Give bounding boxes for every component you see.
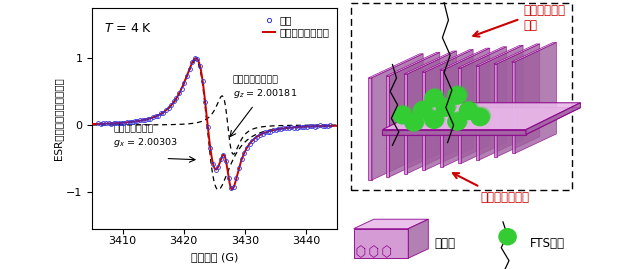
Polygon shape [368,78,371,180]
Polygon shape [493,64,497,157]
Text: $T$ = 4 K: $T$ = 4 K [104,22,153,35]
Polygon shape [493,44,540,64]
Text: FTS分子: FTS分子 [530,237,565,250]
Polygon shape [382,103,580,130]
Circle shape [448,113,466,130]
Legend: 実験, シミュレーション: 実験, シミュレーション [260,13,331,40]
Polygon shape [354,229,408,258]
Circle shape [425,90,443,107]
Polygon shape [382,130,526,134]
Circle shape [425,111,443,128]
Polygon shape [458,68,461,163]
Polygon shape [440,48,490,70]
Text: 高分子: 高分子 [434,237,455,250]
Circle shape [450,112,467,129]
Circle shape [436,99,455,116]
Circle shape [413,102,432,119]
Polygon shape [443,48,490,167]
Polygon shape [382,108,580,134]
Polygon shape [371,54,423,180]
Polygon shape [512,62,515,153]
X-axis label: 印加磁場 (G): 印加磁場 (G) [190,252,238,262]
Circle shape [415,100,433,118]
Polygon shape [526,103,580,134]
Polygon shape [425,49,473,170]
Polygon shape [422,72,425,170]
Polygon shape [354,219,429,229]
Polygon shape [497,44,540,157]
Polygon shape [440,70,443,167]
Circle shape [426,110,444,127]
Polygon shape [461,47,507,163]
Circle shape [426,88,444,105]
Circle shape [404,114,423,131]
Circle shape [438,98,456,115]
Text: エッジオン配向
$g_x$ = 2.00303: エッジオン配向 $g_x$ = 2.00303 [114,124,178,149]
Circle shape [395,105,413,122]
Text: フラットオン配向
$g_z$ = 2.00181: フラットオン配向 $g_z$ = 2.00181 [232,75,297,100]
Polygon shape [479,45,523,160]
Polygon shape [476,45,523,66]
Polygon shape [408,51,457,174]
Polygon shape [386,76,389,177]
Y-axis label: ESR信号強度（任意目盛）: ESR信号強度（任意目盛） [53,77,64,160]
Polygon shape [515,43,556,153]
Polygon shape [386,52,440,76]
Polygon shape [408,219,429,258]
Polygon shape [368,54,423,78]
Polygon shape [458,47,507,68]
Polygon shape [476,66,479,160]
Circle shape [459,102,478,119]
Polygon shape [512,43,556,62]
Polygon shape [389,52,440,177]
Circle shape [393,107,411,124]
Circle shape [450,86,467,103]
Text: エッジオン配向: エッジオン配向 [480,191,529,204]
Polygon shape [404,51,457,74]
Circle shape [461,101,479,118]
Polygon shape [404,74,408,174]
Circle shape [448,87,466,104]
Circle shape [499,229,516,245]
Circle shape [472,107,491,124]
Text: フラットオン
配向: フラットオン 配向 [523,4,565,32]
Circle shape [471,108,489,126]
Polygon shape [422,49,473,72]
Circle shape [406,112,425,130]
